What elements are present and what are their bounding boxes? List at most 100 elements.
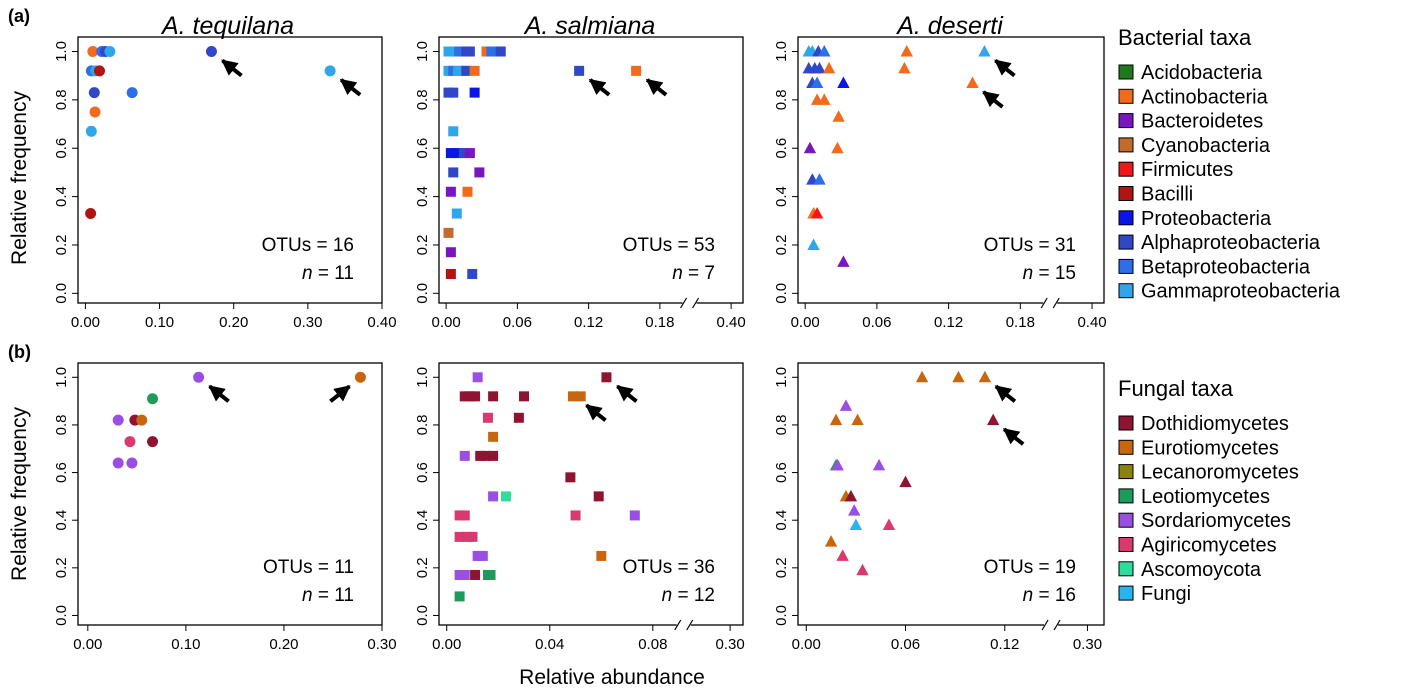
data-point: [978, 370, 992, 383]
data-point: [85, 125, 97, 137]
legend-swatch: [1118, 88, 1134, 104]
data-point: [495, 46, 506, 57]
legend-swatch: [1118, 585, 1134, 601]
data-point: [458, 148, 469, 159]
data-point: [567, 391, 578, 402]
legend-entry-label: Bacilli: [1141, 184, 1193, 206]
data-point: [464, 148, 475, 159]
x-tick-label: 0.06: [503, 314, 532, 331]
y-axis-title-bottom: Relative frequency: [8, 407, 31, 581]
data-point: [856, 563, 869, 576]
sample-count-label: n = 11: [302, 585, 354, 606]
plot-frame: [77, 36, 383, 304]
y-tick-label: 1.0: [53, 41, 70, 62]
data-point: [469, 87, 480, 98]
y-axis-title-top: Relative frequency: [8, 91, 31, 265]
data-point: [952, 370, 965, 383]
data-point: [88, 87, 100, 99]
data-point: [851, 413, 864, 426]
data-point: [837, 255, 850, 267]
y-tick-label: 0.6: [414, 462, 431, 483]
data-point: [824, 535, 838, 547]
x-tick-label: 0.00: [71, 314, 100, 331]
arrow-annotation: [588, 78, 611, 97]
data-point: [848, 504, 861, 516]
data-point: [445, 268, 456, 279]
data-point: [459, 450, 470, 461]
data-point: [829, 413, 843, 426]
data-point: [454, 569, 465, 580]
plot-frame: [438, 362, 744, 626]
otu-count-label: OTUs = 19: [984, 557, 1076, 578]
y-tick-label: 0.2: [414, 557, 431, 578]
arrow-annotation: [339, 78, 362, 97]
data-point: [104, 46, 116, 58]
panel-2: 0.0 0.2 0.4 0.6 0.8 1.0 0.00 0.06 0.12 0.18 0.40 OT…: [414, 36, 746, 331]
plot-frame: [438, 36, 744, 304]
data-point: [822, 61, 836, 74]
sample-count-value: = 12: [672, 585, 715, 606]
data-point: [451, 208, 462, 219]
legend-entry-label: Fungi: [1141, 583, 1191, 605]
sample-count-value: = 15: [1033, 263, 1076, 284]
legend-swatch: [1118, 537, 1134, 552]
data-point: [477, 550, 488, 561]
axis-break-mark: [674, 619, 682, 631]
arrow-annotation: [329, 384, 351, 403]
data-point: [205, 46, 217, 58]
scatter-panels: 0.0 0.2 0.4 0.6 0.8 1.0 0.00 0.10 0.20 0.30 0.40 OT…: [53, 36, 1107, 653]
legend-swatch: [1118, 137, 1134, 153]
sample-count-value: = 16: [1033, 585, 1076, 606]
column-title-deserti: A. deserti: [895, 12, 1004, 40]
x-tick-label: 0.18: [645, 314, 674, 331]
y-tick-label: 0.2: [53, 235, 70, 256]
axis-break-gap: [1043, 300, 1058, 306]
data-point: [570, 510, 581, 521]
legend-entry-label: Actinobacteria: [1141, 86, 1269, 108]
axis-break-mark: [1041, 619, 1049, 631]
data-point: [831, 458, 844, 471]
data-point: [844, 489, 858, 502]
legend-swatch: [1118, 210, 1134, 226]
data-point: [899, 475, 912, 488]
otu-count-label: OTUs = 36: [623, 557, 715, 578]
data-point: [488, 391, 499, 402]
data-point: [126, 87, 138, 99]
y-tick-label: 0.8: [53, 89, 70, 110]
legend-entry-label: Betaproteobacteria: [1141, 256, 1311, 278]
y-tick-label: 0.4: [53, 186, 70, 207]
legend-swatch: [1118, 113, 1134, 129]
legend-swatch: [1118, 464, 1134, 480]
y-tick-label: 0.6: [53, 462, 70, 483]
legend-swatch: [1118, 64, 1134, 80]
plot-frame: [797, 36, 1105, 304]
data-point: [445, 186, 456, 197]
data-point: [193, 371, 205, 383]
data-point: [147, 393, 159, 405]
legend-swatch: [1118, 439, 1134, 455]
data-point: [467, 268, 478, 279]
data-point: [472, 372, 483, 383]
data-point: [85, 208, 97, 220]
data-point: [832, 110, 845, 122]
y-tick-label: 0.6: [773, 462, 790, 483]
data-point: [810, 76, 824, 88]
data-point: [464, 391, 475, 402]
data-point: [986, 413, 1000, 426]
panel-1: 0.0 0.2 0.4 0.6 0.8 1.0 0.00 0.10 0.20 0.30 0.40 OT…: [53, 36, 397, 331]
data-point: [475, 450, 486, 461]
x-tick-label: 0.12: [574, 314, 603, 331]
y-tick-label: 0.6: [53, 138, 70, 159]
x-tick-label: 0.40: [1077, 314, 1106, 331]
data-point: [467, 531, 478, 542]
data-point: [89, 106, 101, 118]
data-point: [601, 372, 612, 383]
data-point: [565, 472, 576, 483]
y-tick-label: 0.4: [773, 186, 790, 207]
data-point: [470, 569, 481, 580]
data-point: [898, 61, 911, 74]
arrow-annotation: [994, 384, 1017, 403]
y-tick-label: 0.8: [773, 89, 790, 110]
data-point: [818, 45, 831, 57]
